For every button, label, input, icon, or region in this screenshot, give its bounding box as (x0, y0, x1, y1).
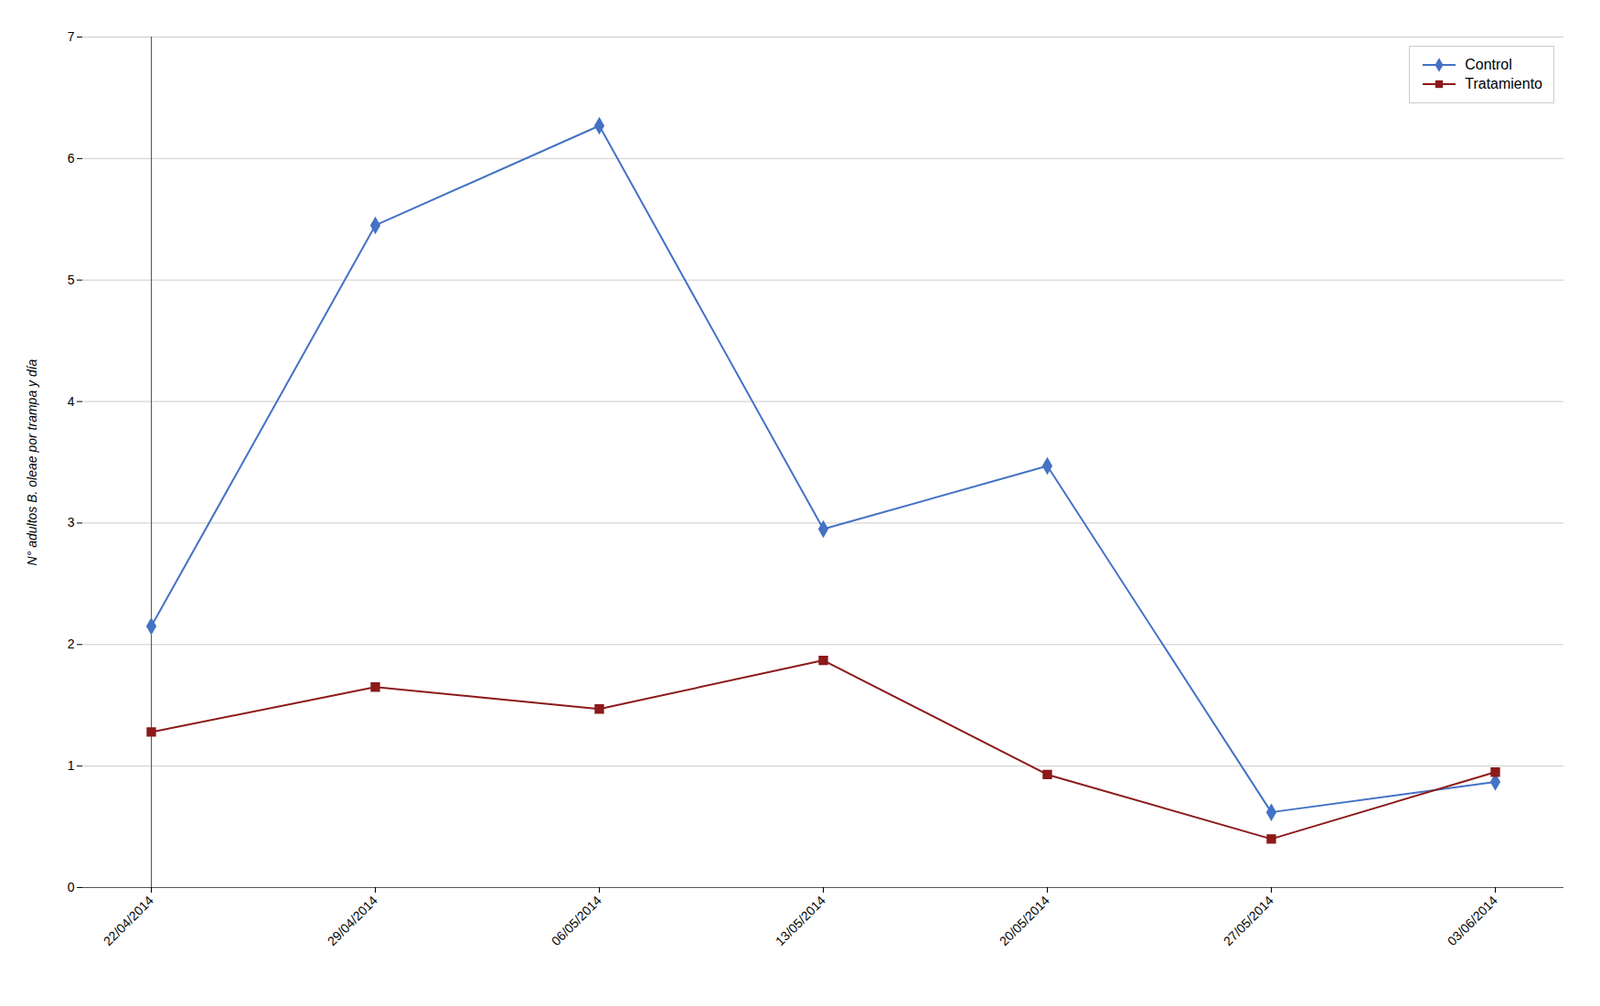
html-text:Tratamiento: Tratamiento (1464, 75, 1543, 92)
svg-text:13/05/2014: 13/05/2014 (772, 892, 829, 949)
svg-text:2: 2 (67, 636, 75, 651)
svg-text:0: 0 (67, 879, 75, 895)
svg-text:6: 6 (67, 150, 75, 166)
svg-text:20/05/2014: 20/05/2014 (996, 892, 1053, 949)
svg-text:3: 3 (67, 514, 75, 530)
svg-text:03/06/2014: 03/06/2014 (1444, 892, 1501, 949)
svg-text:22/04/2014: 22/04/2014 (100, 892, 157, 949)
svg-text:27/05/2014: 27/05/2014 (1220, 892, 1277, 949)
svg-text:5: 5 (67, 272, 75, 288)
svg-text:29/04/2014: 29/04/2014 (324, 892, 381, 949)
svg-text:4: 4 (67, 394, 75, 409)
svg-text:N° adultos B. oleae por trampa: N° adultos B. oleae por trampa y día (24, 358, 40, 566)
svg-text:7: 7 (67, 29, 75, 44)
svg-text:1: 1 (67, 757, 75, 773)
svg-text:06/05/2014: 06/05/2014 (548, 892, 605, 949)
html-text:Control: Control (1464, 56, 1513, 73)
